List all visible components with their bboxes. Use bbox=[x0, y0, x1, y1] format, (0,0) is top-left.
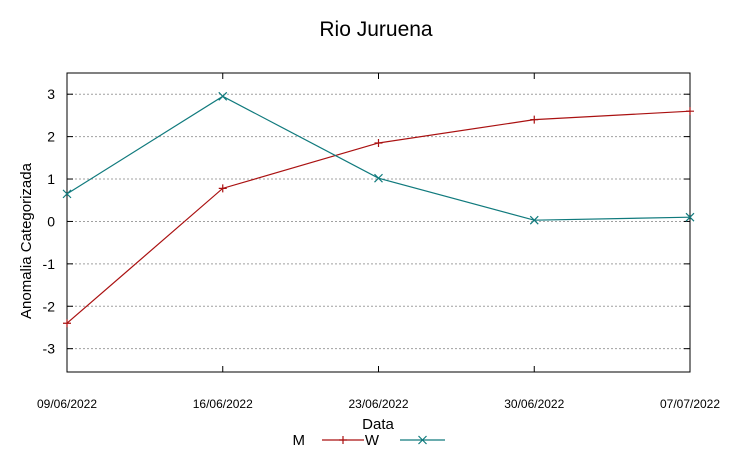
x-tick-label: 23/06/2022 bbox=[348, 397, 408, 411]
legend-marker-M bbox=[339, 436, 347, 444]
legend-marker-W bbox=[418, 435, 427, 445]
plot-frame bbox=[66, 72, 691, 373]
y-tick-label: 3 bbox=[47, 86, 55, 102]
x-tick-label: 16/06/2022 bbox=[193, 397, 253, 411]
data-point-W bbox=[529, 215, 539, 225]
grid-lines bbox=[67, 93, 690, 350]
series-M bbox=[63, 107, 694, 328]
series-W bbox=[62, 91, 695, 225]
data-point-M bbox=[374, 138, 383, 147]
data-point-W bbox=[374, 173, 383, 183]
series-line-W bbox=[66, 95, 691, 221]
y-tick-label: -3 bbox=[43, 341, 56, 357]
data-point-W bbox=[218, 91, 228, 101]
data-point-M bbox=[63, 319, 71, 328]
legend-label: M bbox=[293, 432, 306, 449]
x-tick-label: 09/06/2022 bbox=[37, 397, 97, 411]
y-tick-label: -1 bbox=[43, 256, 56, 272]
x-tick-label: 07/07/2022 bbox=[660, 397, 720, 411]
legend-entry-M: M bbox=[293, 432, 364, 449]
data-point-M bbox=[686, 107, 694, 116]
axis-ticks bbox=[66, 73, 691, 372]
data-point-M bbox=[218, 184, 227, 193]
x-tick-labels: 09/06/2022 16/06/2022 23/06/2022 30/06/2022… bbox=[37, 397, 720, 411]
legend-label: W bbox=[365, 432, 380, 449]
y-tick-label: 2 bbox=[47, 129, 55, 145]
x-tick-label: 30/06/2022 bbox=[504, 397, 564, 411]
data-point-W bbox=[685, 212, 695, 222]
chart-title: Rio Juruena bbox=[319, 18, 433, 41]
legend-entry-W: W bbox=[365, 432, 445, 449]
y-tick-label: 0 bbox=[47, 213, 55, 229]
y-tick-labels: -3 -2 -1 0 1 2 3 bbox=[43, 86, 56, 356]
series-lines bbox=[62, 91, 695, 328]
x-axis-label: Data bbox=[362, 416, 394, 433]
data-point-M bbox=[530, 115, 539, 124]
y-tick-label: 1 bbox=[47, 171, 55, 187]
y-tick-label: -2 bbox=[43, 298, 56, 314]
data-point-W bbox=[62, 189, 72, 199]
y-axis-label: Anomalia Categorizada bbox=[18, 162, 35, 319]
